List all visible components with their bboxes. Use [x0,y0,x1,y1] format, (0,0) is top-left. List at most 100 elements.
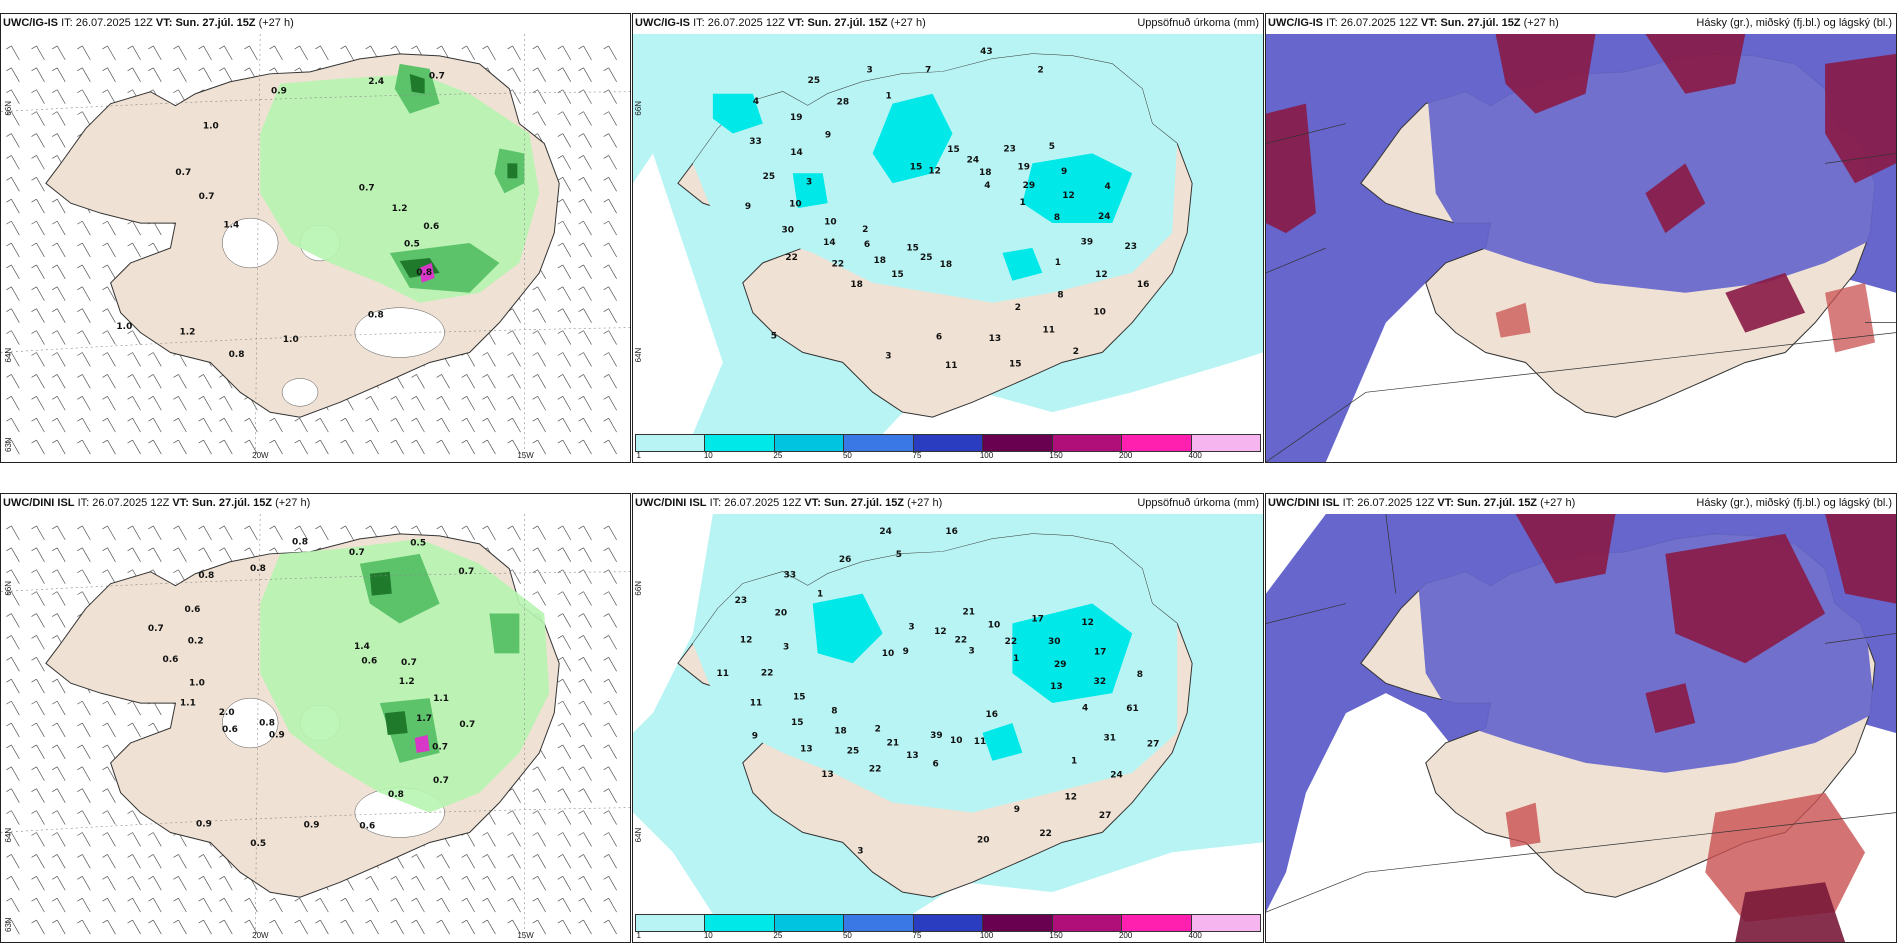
precip-amount-label: 19 [790,113,803,123]
snow-glacier [222,697,279,749]
wind-speed-label: 0.7 [459,720,475,730]
wind-barb [411,876,425,891]
precip-amount-label: 9 [1061,167,1067,177]
wind-barb [77,352,91,367]
wind-speed-label: 0.6 [359,821,375,831]
wind-barb [102,876,116,891]
wind-barb [127,220,141,236]
precip-amount-label: 15 [906,243,919,253]
panel-header: UWC/IG-IS IT: 26.07.2025 12Z VT: Sun. 27… [635,17,1259,33]
wind-barb [365,417,379,433]
wind-barb [365,897,379,913]
wind-barb [52,569,66,584]
precip-amount-label: 25 [847,746,860,756]
wind-barb [52,220,66,236]
wind-barb [77,45,91,61]
wind-barb [6,155,20,170]
precip-amount-label: 15 [910,162,923,172]
wind-barb [127,67,141,82]
wind-barb [507,417,521,433]
wind-barb [52,766,66,781]
precip-amount-label: 13 [821,770,834,780]
wind-barb [482,832,496,847]
wind-barb [173,439,187,455]
wind-barb [603,177,617,192]
wind-barb [365,396,379,411]
precip-amount-label: 23 [1003,144,1016,154]
wind-barb [127,810,141,825]
wind-barb [148,396,162,411]
wind-barb [77,89,91,104]
wind-speed-label: 1.0 [116,322,132,332]
wind-map[interactable]: 0.7 0.9 0.7 1.4 0.7 0.6 0.8 0.7 0.6 1.1 0.8 1.1 0.5 0… [1,514,630,942]
wind-barb [603,67,617,82]
vt-label: VT: [172,497,189,509]
wind-barb [52,330,66,345]
wind-barb [390,439,405,455]
wind-barb [390,897,405,913]
wind-barb [6,700,20,716]
wind-barb [461,876,475,891]
wind-barb [436,439,450,455]
wind-barb [532,547,546,562]
vt-value: Sun. 27.júl. 15Z [1440,17,1521,29]
wind-barb [557,330,572,345]
wind-barb [603,810,617,825]
wind-barb [77,854,91,869]
wind-barb [557,897,572,913]
wind-barb [482,396,496,411]
precip-amount-label: 3 [908,622,914,632]
wind-barb [578,417,592,433]
wind-barb [52,547,66,562]
wind-barb [603,396,617,411]
wind-barb [390,396,405,411]
wind-speed-label: 1.1 [180,699,196,709]
wind-barb [173,417,187,433]
wind-barb [578,352,592,367]
colorbar-tick-label: 150 [1049,931,1063,940]
snow-glacier [354,307,445,358]
colorbar-swatch [844,435,914,451]
wind-barb [557,722,572,738]
wind-barb [603,919,617,935]
wind-barb [578,220,592,236]
wind-barb [532,525,546,541]
wind-barb [603,330,617,345]
wind-barb [482,897,496,913]
precip-amount-label: 33 [749,137,762,147]
wind-barb [411,417,425,433]
precip-amount-label: 22 [785,253,798,263]
wind-barb [31,919,45,935]
wind-barb [6,286,20,301]
wind-barb [557,264,572,280]
precip-amount-label: 22 [1005,637,1018,647]
precip-map[interactable]: 16 13 10 12 11 9 3 8 6 11 21 27 22 23 17 27 13 9 17 10 11 12 6… [633,514,1263,914]
wind-speed-label: 0.6 [423,222,439,232]
wind-barb [148,547,162,562]
wind-barb [532,854,546,869]
wind-labels: 0.6 0.8 0.7 0.7 0.8 1.0 1.0 0.7 0.8 1.4 0.9 1.2 1.0 0… [116,71,444,359]
wind-barb [557,67,572,82]
wind-barb [31,396,45,411]
wind-barb [461,897,475,913]
colorbar-tick-label: 100 [979,451,994,460]
wind-speed-label: 0.7 [429,71,445,81]
wind-barb [532,89,546,104]
wind-barb [52,744,66,760]
wind-barb [198,547,212,562]
cloud-map[interactable] [1266,34,1896,462]
wind-barb [6,613,20,628]
precip-amount-label: 3 [969,646,975,656]
wind-barb [315,439,329,455]
cloud-map[interactable] [1266,514,1896,942]
wind-map[interactable]: 0.6 0.8 0.7 0.7 0.8 1.0 1.0 0.7 0.8 1.4 0.9 1.2 1.0 0… [1,34,630,462]
colorbar-tick-label: 25 [773,931,783,940]
precip-map[interactable]: 16 18 4 5 2 22 15 4 18 9 15 23 15 33 23 10 22 25 9 15 30 12 24… [633,34,1263,434]
wind-barb [294,439,308,455]
wind-barb [6,525,20,541]
wind-barb [603,766,617,781]
wind-barb [31,657,45,672]
wind-barb [198,439,212,455]
wind-barb [31,876,45,891]
